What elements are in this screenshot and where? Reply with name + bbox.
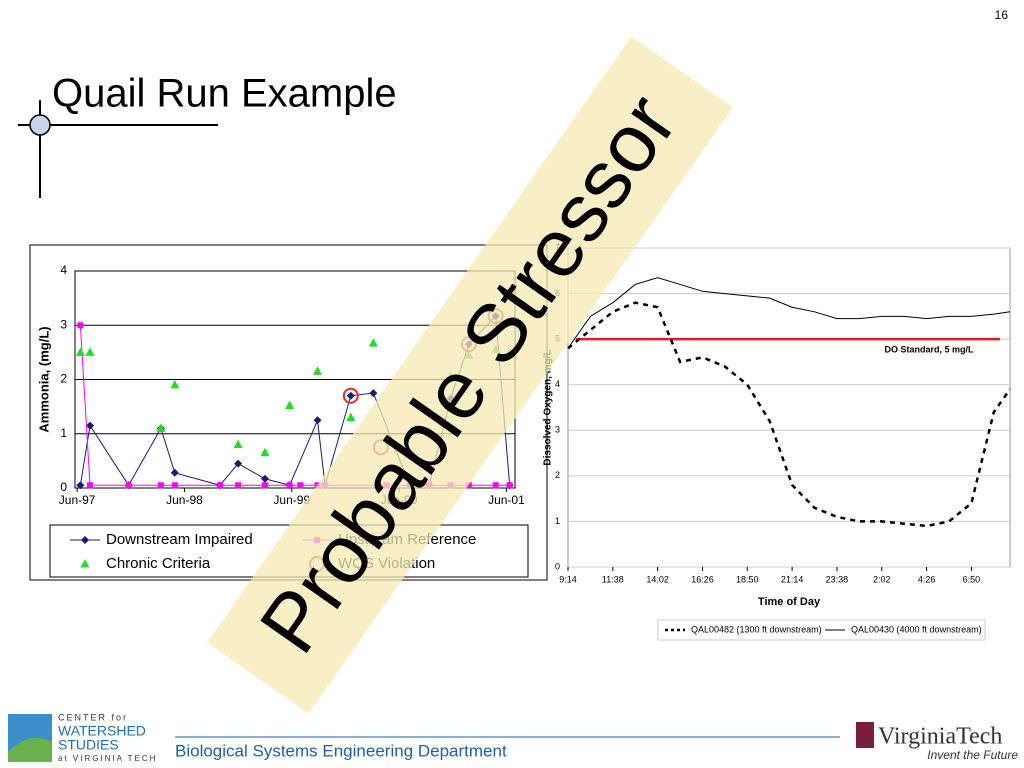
data-point — [125, 482, 132, 489]
data-point — [261, 482, 268, 489]
x-tick-label: 23:38 — [826, 574, 849, 584]
y-axis-label: Ammonia, (mg/L) — [36, 326, 51, 432]
y-tick-label: 4 — [555, 379, 560, 389]
legend-label: Downstream Impaired — [106, 531, 253, 548]
x-tick-label: Jun-99 — [273, 493, 310, 507]
decor-circle — [29, 114, 51, 136]
data-point — [368, 338, 378, 347]
logo-text: CENTER for — [58, 712, 128, 722]
data-point — [157, 482, 164, 489]
x-tick-label: Jun-01 — [488, 493, 525, 507]
logo-icon — [8, 737, 52, 762]
x-tick-label: 21:14 — [781, 574, 804, 584]
legend-box — [657, 619, 986, 641]
data-point — [260, 447, 270, 457]
x-tick-label: 14:02 — [646, 574, 669, 584]
legend-marker — [81, 536, 89, 544]
threshold-label: DO Standard, 5 mg/L — [884, 345, 974, 355]
x-tick-label: Jun-97 — [59, 493, 96, 507]
data-point — [77, 322, 84, 329]
data-point — [260, 474, 269, 483]
data-point — [369, 389, 378, 398]
plot-area — [567, 247, 1011, 568]
logo-text: VirginiaTech — [878, 724, 1002, 750]
series-line — [567, 277, 1011, 349]
logo-shield — [856, 722, 874, 748]
data-point — [171, 482, 178, 489]
data-point — [170, 468, 179, 477]
data-point — [346, 412, 356, 421]
data-point — [85, 347, 95, 356]
logo-text: at VIRGINIA TECH — [58, 754, 157, 763]
y-tick-label: 1 — [555, 516, 560, 526]
x-tick-label: Jun-98 — [166, 493, 203, 507]
data-point — [506, 482, 513, 489]
data-point — [234, 459, 243, 468]
data-point — [76, 481, 85, 490]
data-point — [216, 482, 223, 489]
logo-text: STUDIES — [58, 737, 119, 753]
x-tick-label: 18:50 — [736, 574, 759, 584]
data-point — [346, 391, 355, 400]
series-line — [567, 301, 1012, 528]
data-point — [86, 421, 95, 430]
data-point — [170, 379, 180, 389]
footer-text: Biological Systems Engineering Departmen… — [175, 741, 507, 760]
x-tick-label: 2:02 — [873, 574, 891, 584]
data-point — [465, 482, 472, 489]
data-point — [235, 482, 242, 489]
data-point — [297, 482, 304, 489]
data-point — [313, 416, 322, 425]
legend-label: QAL00482 (1300 ft downstream) — [691, 624, 822, 634]
data-point — [492, 482, 499, 489]
y-tick-label: 2 — [555, 470, 560, 480]
data-point — [233, 439, 243, 449]
x-tick-label: 6:50 — [963, 574, 981, 584]
legend-label: QAL00430 (4000 ft downstream) — [851, 624, 982, 634]
data-point — [156, 423, 166, 432]
logo-text: WATERSHED — [58, 723, 146, 739]
x-axis-label: Time of Day — [758, 596, 821, 608]
slide-title: Quail Run Example — [52, 72, 397, 116]
logo-text: Invent the Future — [927, 748, 1018, 762]
x-tick-label: 4:26 — [918, 574, 936, 584]
x-tick-label: 11:38 — [602, 574, 624, 584]
y-tick-label: 0 — [555, 561, 560, 571]
y-axis-label: Dissolved Oxygen, mg/L — [543, 349, 554, 465]
data-point — [286, 482, 293, 489]
y-tick-label: 0 — [60, 480, 67, 494]
legend-marker — [80, 559, 90, 568]
y-tick-label: 2 — [60, 372, 67, 386]
watermark-band — [206, 36, 734, 714]
data-point — [342, 387, 359, 404]
y-tick-label: 3 — [555, 425, 560, 435]
page-number: 16 — [995, 8, 1009, 22]
x-tick-label: 9:14 — [559, 574, 577, 584]
data-point — [285, 400, 295, 410]
data-point — [87, 482, 94, 489]
y-tick-label: 4 — [60, 263, 67, 277]
legend-label: Chronic Criteria — [106, 555, 211, 572]
x-tick-label: 16:26 — [691, 574, 714, 584]
data-point — [313, 366, 323, 375]
data-point — [75, 347, 85, 356]
y-tick-label: 1 — [60, 426, 67, 440]
y-tick-label: 3 — [60, 317, 67, 331]
